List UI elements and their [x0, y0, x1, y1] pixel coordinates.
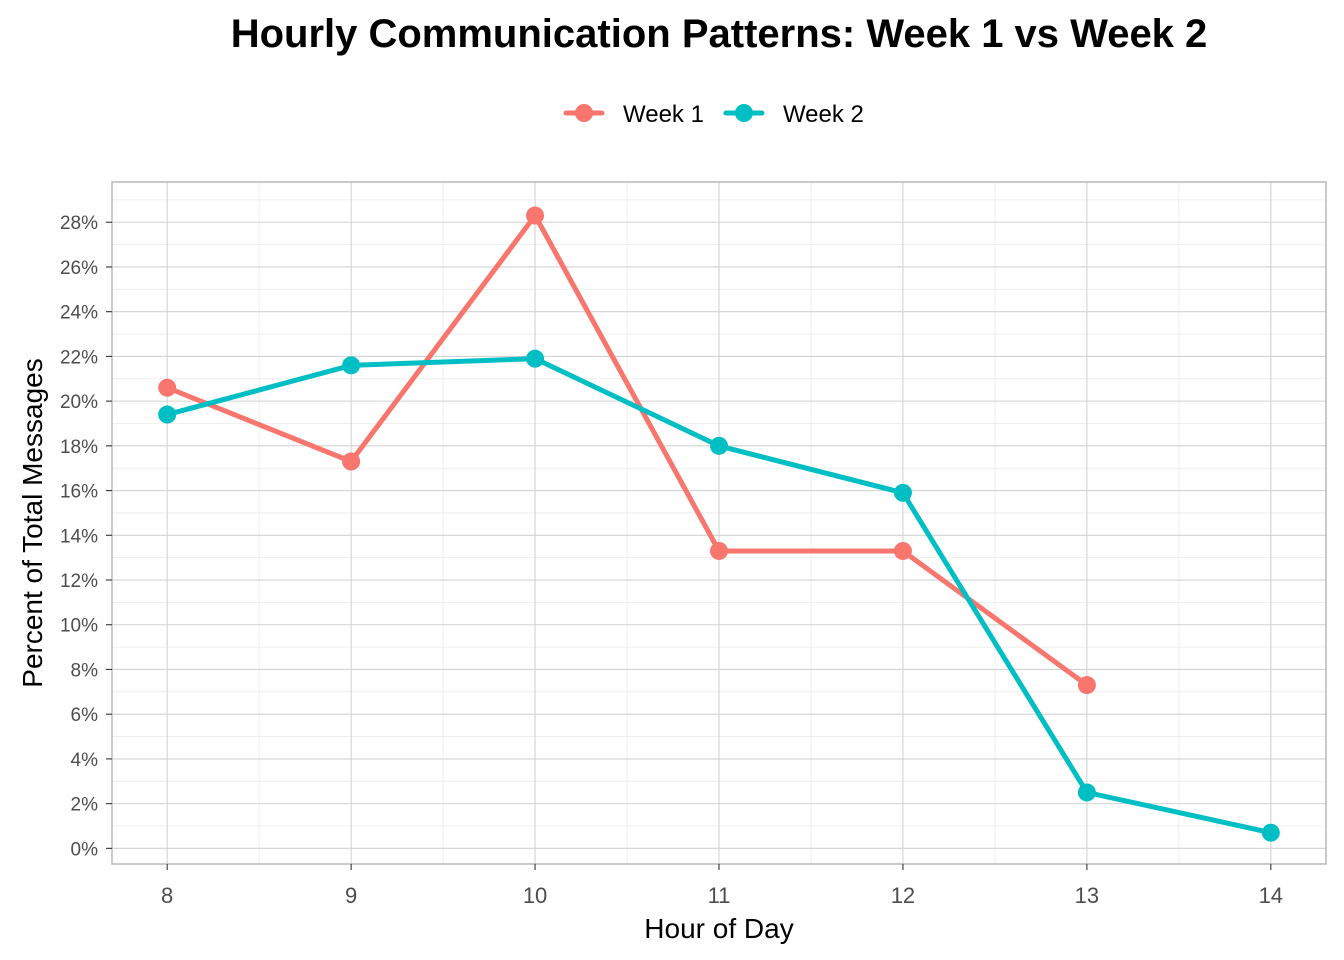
data-point — [710, 436, 728, 455]
data-point — [893, 541, 912, 560]
y-tick-label: 28% — [60, 213, 98, 234]
y-tick-label: 10% — [60, 616, 98, 637]
x-axis: 8 9 10 11 12 13 14 — [161, 864, 1283, 908]
y-tick-label: 16% — [60, 482, 98, 503]
legend-label-week-1: Week 1 — [623, 101, 704, 128]
data-point — [526, 206, 545, 225]
x-axis-title: Hour of Day — [644, 913, 793, 944]
y-tick-label: 2% — [71, 795, 99, 816]
legend-label-week-2: Week 2 — [783, 101, 864, 128]
y-tick-label: 12% — [60, 571, 98, 592]
y-tick-label: 18% — [60, 437, 98, 458]
y-tick-label: 14% — [60, 526, 98, 547]
y-tick-label: 6% — [71, 705, 99, 726]
data-point — [1261, 823, 1280, 842]
data-point — [342, 452, 361, 471]
y-axis: 0% 2% 4% 6% 8% 10% 12% 14% 16% 18% 20% 22% 24% 26% 28% — [60, 213, 112, 860]
x-tick-label: 11 — [708, 883, 731, 908]
data-point — [342, 356, 361, 375]
series-line-week-1 — [164, 213, 1090, 688]
y-tick-label: 26% — [60, 258, 98, 279]
y-tick-label: 8% — [71, 660, 99, 681]
x-tick-label: 8 — [161, 883, 173, 908]
data-point — [1077, 676, 1096, 695]
legend: Week 1 Week 2 — [563, 101, 864, 128]
x-tick-label: 14 — [1259, 883, 1283, 908]
legend-key-point-week-1 — [575, 104, 593, 122]
y-axis-title: Percent of Total Messages — [17, 358, 48, 687]
data-point — [1077, 783, 1096, 802]
data-point — [710, 541, 728, 560]
series-layer — [158, 206, 1280, 842]
y-tick-label: 24% — [60, 303, 98, 324]
y-tick-label: 22% — [60, 347, 98, 368]
x-tick-label: 9 — [345, 883, 357, 908]
legend-key-point-week-2 — [734, 104, 753, 122]
x-tick-label: 10 — [523, 883, 547, 908]
x-tick-label: 13 — [1075, 883, 1099, 908]
data-point — [158, 405, 177, 424]
y-tick-label: 0% — [71, 839, 99, 860]
data-point — [158, 378, 177, 397]
x-tick-label: 12 — [891, 883, 915, 908]
y-tick-label: 4% — [71, 750, 99, 771]
data-point — [893, 483, 912, 502]
chart-title: Hourly Communication Patterns: Week 1 vs… — [231, 12, 1208, 56]
major-gridlines — [112, 182, 1326, 864]
data-point — [526, 349, 545, 368]
y-tick-label: 20% — [60, 392, 98, 413]
